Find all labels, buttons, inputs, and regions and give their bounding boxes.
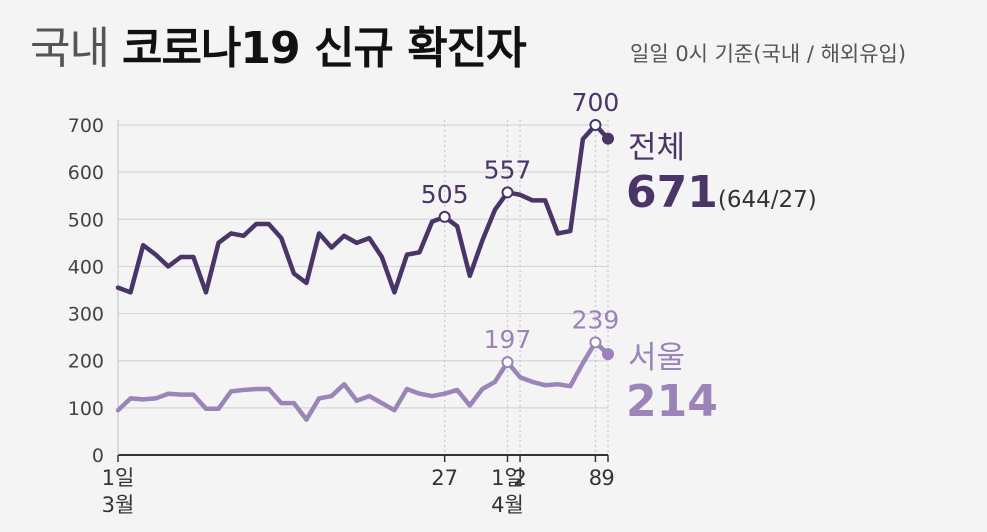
total-breakdown: (644/27)	[718, 187, 817, 213]
x-tick-label: 1일	[102, 466, 135, 490]
x-tick-label: 27	[431, 466, 458, 490]
y-tick-label: 500	[68, 209, 104, 231]
x-tick-label: 3월	[102, 493, 135, 517]
annotation-marker	[501, 356, 514, 369]
series-value-seoul: 214	[626, 376, 718, 427]
y-tick-label: 200	[68, 351, 104, 373]
annotation-marker	[501, 186, 514, 199]
y-tick-label: 600	[68, 162, 104, 184]
series-line-total	[115, 122, 611, 295]
x-tick-label: 8	[589, 466, 602, 490]
annotation-marker	[438, 210, 451, 223]
total-value: 671	[626, 167, 718, 218]
annotation-marker	[589, 336, 602, 349]
chart-title: 국내 코로나19 신규 확진자	[30, 12, 527, 76]
title-prefix: 국내	[30, 23, 110, 74]
title-main: 코로나19 신규 확진자	[121, 23, 527, 74]
data-label: 557	[484, 155, 532, 184]
series-end-point	[602, 132, 614, 145]
x-tick-label: 4월	[491, 493, 524, 517]
x-tick-label: 1일	[491, 466, 524, 490]
annotation-marker	[589, 119, 602, 131]
data-label: 505	[421, 180, 469, 209]
data-label: 700	[572, 88, 620, 117]
data-label: 197	[484, 325, 532, 354]
series-label-seoul: 서울	[628, 340, 685, 376]
x-tick-label: 9	[601, 466, 614, 490]
y-tick-label: 700	[68, 115, 104, 137]
x-tick-label: 2	[513, 466, 526, 490]
y-tick-label: 100	[68, 398, 104, 420]
chart-subtitle: 일일 0시 기준(국내 / 해외유입)	[630, 42, 907, 66]
series-line-seoul	[115, 340, 611, 422]
y-tick-label: 300	[68, 304, 104, 326]
data-label: 239	[572, 305, 620, 334]
y-tick-label: 0	[92, 445, 104, 467]
series-value-total: 671(644/27)	[626, 167, 817, 218]
series-label-total: 전체	[628, 130, 685, 166]
y-tick-label: 400	[68, 256, 104, 278]
series-end-point	[602, 348, 614, 361]
